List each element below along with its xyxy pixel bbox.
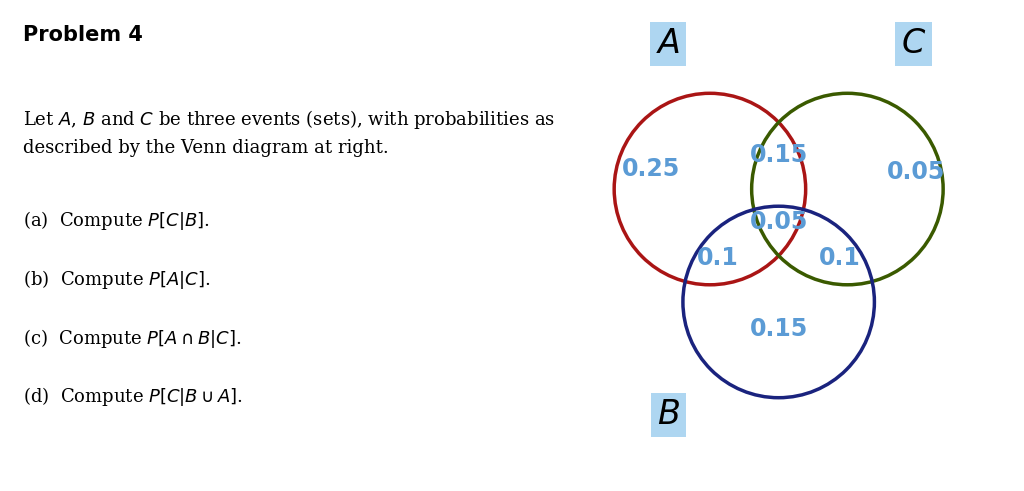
Text: 0.15: 0.15 bbox=[750, 143, 808, 166]
Text: (a)  Compute $P[C|B]$.: (a) Compute $P[C|B]$. bbox=[23, 209, 210, 232]
Text: 0.15: 0.15 bbox=[750, 317, 808, 341]
Text: $C$: $C$ bbox=[901, 28, 927, 60]
Text: 0.05: 0.05 bbox=[887, 160, 945, 184]
Text: $B$: $B$ bbox=[656, 399, 680, 431]
Text: Problem 4: Problem 4 bbox=[23, 25, 142, 45]
Text: 0.25: 0.25 bbox=[622, 158, 680, 181]
Text: Let $A$, $B$ and $C$ be three events (sets), with probabilities as
described by : Let $A$, $B$ and $C$ be three events (se… bbox=[23, 108, 555, 158]
Text: 0.1: 0.1 bbox=[819, 246, 861, 270]
Text: $A$: $A$ bbox=[656, 28, 680, 60]
Text: (c)  Compute $P[A\cap B|C]$.: (c) Compute $P[A\cap B|C]$. bbox=[23, 327, 242, 350]
Text: (b)  Compute $P[A|C]$.: (b) Compute $P[A|C]$. bbox=[23, 268, 210, 291]
Text: 0.05: 0.05 bbox=[750, 210, 808, 234]
Text: 0.1: 0.1 bbox=[696, 246, 738, 270]
Text: (d)  Compute $P[C|B\cup A]$.: (d) Compute $P[C|B\cup A]$. bbox=[23, 385, 243, 409]
